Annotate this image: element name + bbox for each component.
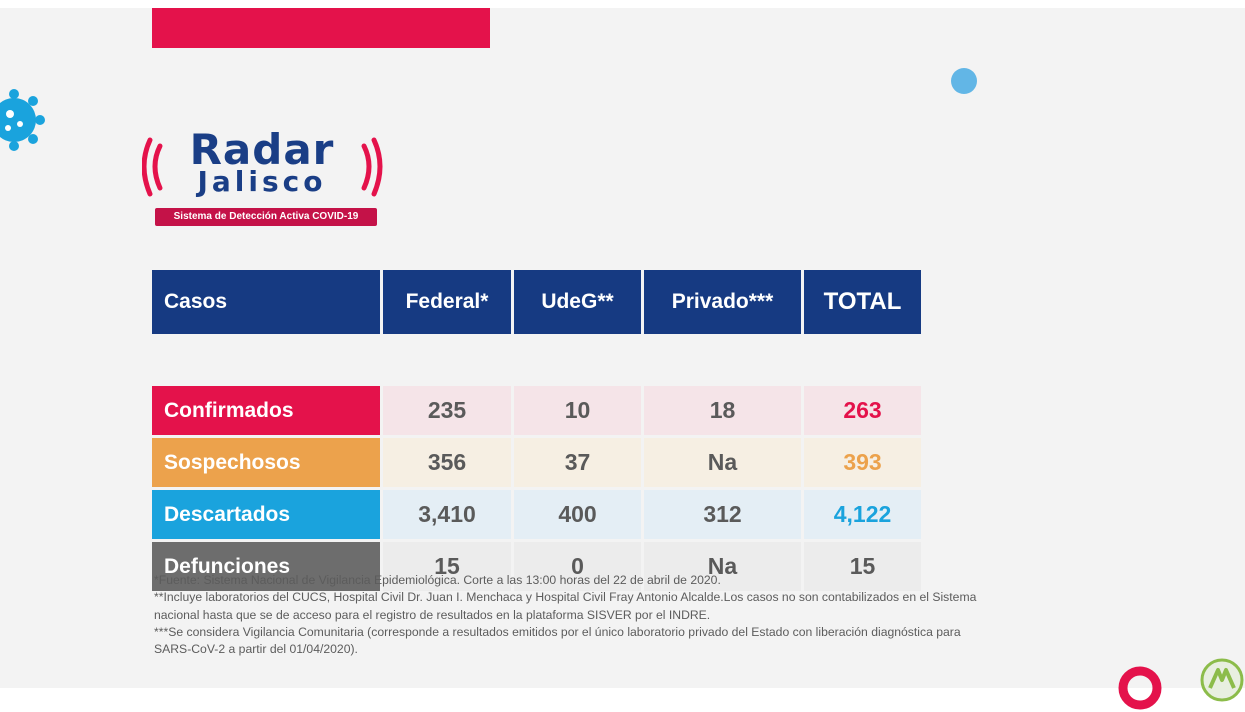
cell-udeg: 0 [514,542,641,594]
header-privado: Privado*** [644,270,801,334]
footnote-privado: ***Se considera Vigilancia Comunitaria (… [154,624,961,657]
table-row-confirmados: Confirmados 235 10 18 263 [152,386,921,438]
cell-privado: 18 [644,386,801,438]
footnote-source: *Fuente: Sistema Nacional de Vigilancia … [154,573,721,587]
table-row-defunciones: Defunciones 15 0 Na 15 [152,542,921,594]
header-federal: Federal* [383,270,511,334]
header-udeg: UdeG** [514,270,641,334]
row-label: Confirmados [152,386,380,438]
broadcaster-logo-icon [1200,658,1244,702]
cell-privado: 312 [644,490,801,542]
top-accent-bar [152,8,490,48]
logo-title: Radar [189,125,335,174]
row-label: Defunciones [152,542,380,594]
footnotes: *Fuente: Sistema Nacional de Vigilancia … [154,572,994,658]
cell-total: 15 [804,542,921,594]
cell-total: 393 [804,438,921,490]
header-casos: Casos [152,270,380,334]
cell-privado: Na [644,542,801,594]
cell-federal: 356 [383,438,511,490]
footnote-udeg: **Incluye laboratorios del CUCS, Hospita… [154,590,977,622]
cell-udeg: 400 [514,490,641,542]
table-row-sospechosos: Sospechosos 356 37 Na 393 [152,438,921,490]
cell-federal: 3,410 [383,490,511,542]
logo-subtitle: Jalisco [197,165,327,198]
cell-total: 4,122 [804,490,921,542]
radar-waves-icon [142,137,383,197]
cell-udeg: 10 [514,386,641,438]
slide-background: Radar Jalisco Sistema de Detección Activ… [0,8,1245,710]
decorative-ring-icon [1118,666,1162,710]
cell-total: 263 [804,386,921,438]
cell-privado: Na [644,438,801,490]
header-total: TOTAL [804,270,921,334]
row-label: Descartados [152,490,380,542]
table-row-descartados: Descartados 3,410 400 312 4,122 [152,490,921,542]
row-label: Sospechosos [152,438,380,490]
covid-cases-table: Casos Federal* UdeG** Privado*** TOTAL C… [149,270,924,594]
cell-udeg: 37 [514,438,641,490]
radar-jalisco-logo: Radar Jalisco Sistema de Detección Activ… [142,126,392,236]
table-header-row: Casos Federal* UdeG** Privado*** TOTAL [152,270,921,334]
cell-federal: 235 [383,386,511,438]
cell-federal: 15 [383,542,511,594]
decorative-dot [951,68,977,94]
virus-icon [0,89,45,151]
logo-tagline: Sistema de Detección Activa COVID-19 [155,208,377,226]
